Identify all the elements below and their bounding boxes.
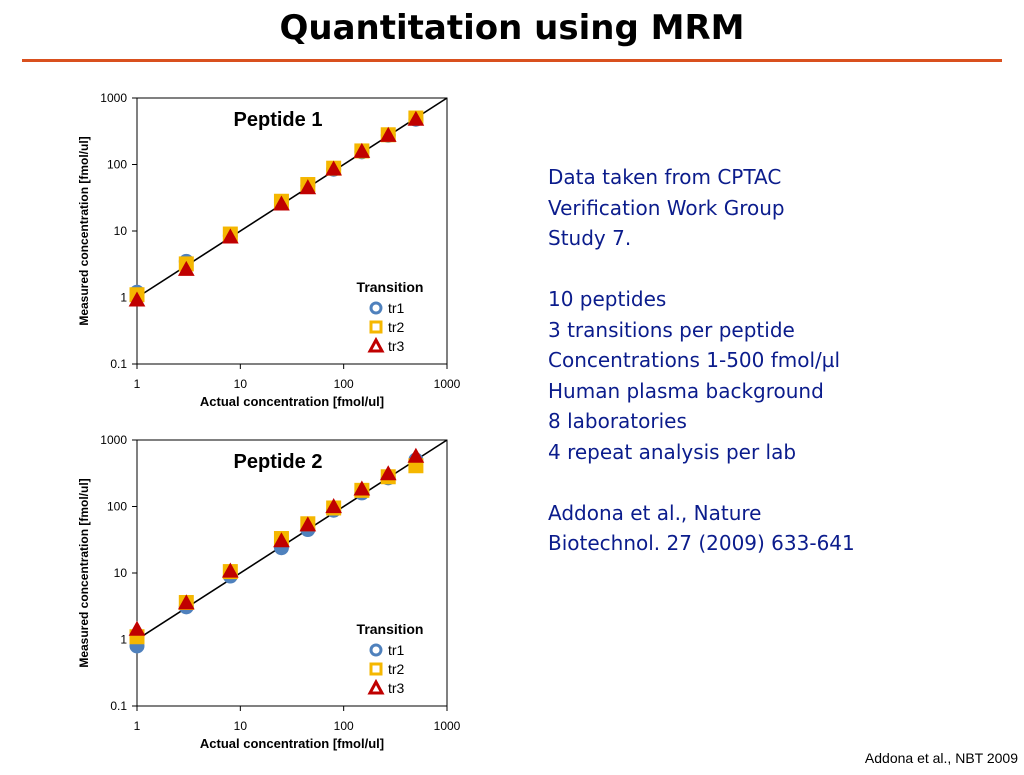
- title-underline: [22, 59, 1002, 62]
- data-point-tr3: [325, 160, 343, 176]
- info-spacer: [548, 254, 1008, 285]
- y-tick-label: 100: [107, 500, 127, 514]
- y-tick-label: 10: [114, 224, 128, 238]
- chart-panel-2: 0.1 1 10 100 1000 1 10 100 1000 Actual concentrat…: [77, 433, 461, 751]
- info-line: Addona et al., Nature: [548, 500, 762, 525]
- info-line: Concentrations 1-500 fmol/µl: [548, 348, 841, 372]
- data-point-tr3: [353, 480, 371, 496]
- data-point-tr3: [177, 594, 195, 610]
- x-tick-label: 1: [134, 719, 141, 733]
- info-line: Study 7.: [548, 226, 632, 250]
- y-axis-label: Measured concentration [fmol/ul]: [77, 136, 91, 325]
- y-tick-label: 1000: [100, 433, 127, 447]
- x-axis-label: Actual concentration [fmol/ul]: [200, 394, 384, 409]
- data-point-tr3: [379, 465, 397, 481]
- x-tick-label: 1: [134, 377, 141, 391]
- legend-label-tr2: tr2: [388, 661, 405, 677]
- info-spacer: [548, 467, 1008, 498]
- data-point-tr3: [407, 447, 425, 463]
- info-line: Data taken from CPTAC: [548, 165, 782, 189]
- legend-marker-tr1: [369, 301, 383, 315]
- charts-svg: 0.1 1 10 100 1000 1 10 100 1000 Actual concentrat…: [77, 91, 461, 751]
- legend-marker-tr1: [369, 643, 383, 657]
- legend-label-tr1: tr1: [388, 300, 405, 316]
- data-point-tr3: [273, 532, 290, 548]
- legend-title: Transition: [357, 621, 424, 637]
- data-point-tr3: [407, 110, 425, 126]
- y-tick-label: 100: [107, 158, 127, 172]
- legend-marker-tr2: [369, 320, 383, 334]
- info-line: 3 transitions per peptide: [548, 317, 795, 342]
- study-info: Data taken from CPTAC Verification Work G…: [548, 162, 1008, 559]
- legend-marker-tr2: [369, 662, 383, 676]
- data-point-tr3: [299, 516, 317, 532]
- legend-marker-tr3: [367, 336, 385, 353]
- data-point-tr3: [325, 498, 343, 514]
- x-tick-label: 100: [334, 719, 354, 733]
- y-tick-label: 0.1: [110, 357, 127, 371]
- x-tick-label: 100: [334, 377, 354, 391]
- y-axis-label: Measured concentration [fmol/ul]: [77, 478, 91, 667]
- legend-label-tr3: tr3: [388, 680, 405, 696]
- legend-label-tr3: tr3: [388, 338, 405, 354]
- x-tick-label: 10: [234, 377, 248, 391]
- footer-citation: Addona et al., NBT 2009: [864, 750, 1018, 766]
- info-line: 8 laboratories: [548, 409, 687, 433]
- info-line: Human plasma background: [548, 378, 824, 403]
- data-point-tr3: [128, 620, 146, 636]
- y-tick-label: 1000: [100, 91, 127, 105]
- data-point-tr3: [221, 562, 239, 578]
- data-point-tr3: [177, 260, 195, 276]
- slide-title: Quantitation using MRM: [279, 8, 745, 48]
- x-tick-label: 1000: [434, 377, 461, 391]
- legend-title: Transition: [357, 279, 424, 295]
- x-tick-label: 10: [234, 719, 248, 733]
- x-axis-label: Actual concentration [fmol/ul]: [200, 736, 384, 751]
- y-tick-label: 1: [120, 633, 127, 647]
- chart-panel-1: 0.1 1 10 100 1000 1 10 100 1000 Actual concentrat…: [77, 91, 461, 409]
- x-tick-label: 1000: [434, 719, 461, 733]
- data-point-tr3: [221, 228, 239, 244]
- y-tick-label: 0.1: [110, 699, 127, 713]
- chart-title: Peptide 2: [234, 451, 323, 473]
- legend-marker-tr3: [367, 678, 385, 695]
- data-point-tr3: [128, 291, 146, 307]
- data-point-tr3: [273, 195, 290, 211]
- info-line: Verification Work Group: [548, 195, 785, 220]
- y-tick-label: 10: [114, 566, 128, 580]
- chart-title: Peptide 1: [234, 109, 323, 131]
- legend-label-tr2: tr2: [388, 319, 405, 335]
- y-tick-label: 1: [120, 291, 127, 305]
- info-line: 10 peptides: [548, 287, 667, 311]
- data-point-tr3: [299, 179, 317, 195]
- info-line: Biotechnol. 27 (2009) 633-641: [548, 531, 855, 555]
- data-point-tr3: [379, 126, 397, 142]
- data-point-tr3: [353, 142, 371, 158]
- charts-area: 0.1 1 10 100 1000 1 10 100 1000 Actual concentrat…: [60, 80, 480, 770]
- legend-label-tr1: tr1: [388, 642, 405, 658]
- info-line: 4 repeat analysis per lab: [548, 439, 797, 464]
